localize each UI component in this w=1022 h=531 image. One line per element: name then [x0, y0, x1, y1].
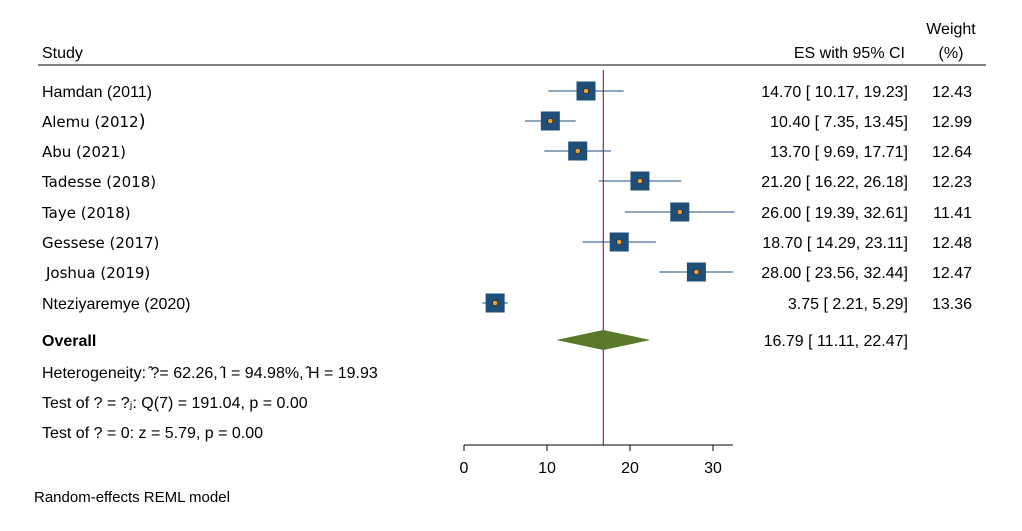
study-row: Joshua (2019) 28.00 [ 23.56, 32.44] 12.47 — [45, 262, 972, 282]
study-weight: 12.23 — [932, 174, 972, 191]
study-row: Taye (2018) 26.00 [ 19.39, 32.61] 11.41 — [41, 202, 972, 222]
x-tick-label: 20 — [621, 460, 639, 477]
x-axis: 0 10 20 30 — [460, 444, 733, 477]
study-es-ci: 13.70 [ 9.69, 17.71] — [770, 144, 908, 161]
overall-label: Overall — [42, 333, 96, 350]
study-row: Abu (2021) 13.70 [ 9.69, 17.71] 12.64 — [42, 141, 972, 161]
overall-diamond — [556, 330, 651, 350]
study-es-ci: 10.40 [ 7.35, 13.45] — [770, 114, 908, 131]
study-label: Alemu (2012) — [42, 111, 146, 132]
study-weight: 13.36 — [932, 296, 972, 313]
point-estimate-dot — [583, 88, 589, 94]
study-weight: 12.99 — [932, 114, 972, 131]
study-weight: 12.48 — [932, 235, 972, 252]
header-es: ES with 95% CI — [794, 45, 905, 62]
study-row: Gessese (2017) 18.70 [ 14.29, 23.11] 12.48 — [42, 232, 972, 252]
x-tick-label: 10 — [538, 460, 556, 477]
overall-es-ci: 16.79 [ 11.11, 22.47] — [764, 333, 908, 350]
point-estimate-dot — [492, 300, 498, 306]
study-weight: 12.43 — [932, 84, 972, 101]
header-study: Study — [42, 45, 83, 62]
study-label: Joshua (2019) — [45, 264, 150, 282]
study-row: Tadesse (2018) 21.20 [ 16.22, 26.18] 12.23 — [41, 171, 972, 191]
study-row: Hamdan (2011) 14.70 [ 10.17, 19.23] 12.43 — [42, 81, 972, 101]
study-weight: 11.41 — [933, 205, 972, 222]
study-weight: 12.64 — [932, 144, 972, 161]
study-label: Hamdan (2011) — [42, 84, 152, 101]
study-label: Abu (2021) — [42, 143, 126, 161]
study-label: Nteziyaremye (2020) — [42, 296, 191, 313]
header-weight-unit: (%) — [939, 45, 964, 62]
x-tick-label: 0 — [460, 460, 469, 477]
study-rows: Hamdan (2011) 14.70 [ 10.17, 19.23] 12.43 A… — [41, 81, 972, 313]
header-weight: Weight — [926, 21, 976, 38]
study-es-ci: 3.75 [ 2.21, 5.29] — [788, 296, 908, 313]
study-es-ci: 21.20 [ 16.22, 26.18] — [761, 174, 908, 191]
point-estimate-dot — [547, 118, 554, 124]
heterogeneity-stat: Heterogeneity: ̂?= 62.26, ̂I = 94.98%, ̂… — [42, 365, 378, 382]
study-es-ci: 18.70 [ 14.29, 23.11] — [762, 235, 908, 252]
study-label-paren: ) — [139, 111, 146, 132]
study-label: Taye (2018) — [41, 204, 131, 222]
study-weight: 12.47 — [932, 265, 972, 282]
study-es-ci: 14.70 [ 10.17, 19.23] — [761, 84, 908, 101]
study-label: Tadesse (2018) — [41, 173, 156, 191]
test-theta-zero-stat: Test of ? = 0: z = 5.79, p = 0.00 — [42, 425, 263, 442]
study-row: Nteziyaremye (2020) 3.75 [ 2.21, 5.29] 13.… — [42, 293, 972, 313]
x-tick-label: 30 — [704, 460, 722, 477]
model-footnote: Random-effects REML model — [34, 489, 230, 506]
point-estimate-dot — [616, 239, 623, 245]
point-estimate-dot — [637, 178, 643, 184]
study-label: Gessese (2017) — [42, 234, 159, 252]
point-estimate-dot — [574, 148, 581, 154]
point-estimate-dot — [693, 269, 700, 275]
study-row: Alemu (2012) 10.40 [ 7.35, 13.45] 12.99 — [42, 111, 972, 132]
study-es-ci: 26.00 [ 19.39, 32.61] — [761, 205, 908, 222]
test-theta-equal-stat: Test of ? = ?ⱼ: Q(7) = 191.04, p = 0.00 — [42, 395, 308, 412]
point-estimate-dot — [676, 209, 683, 215]
study-es-ci: 28.00 [ 23.56, 32.44] — [761, 265, 908, 282]
